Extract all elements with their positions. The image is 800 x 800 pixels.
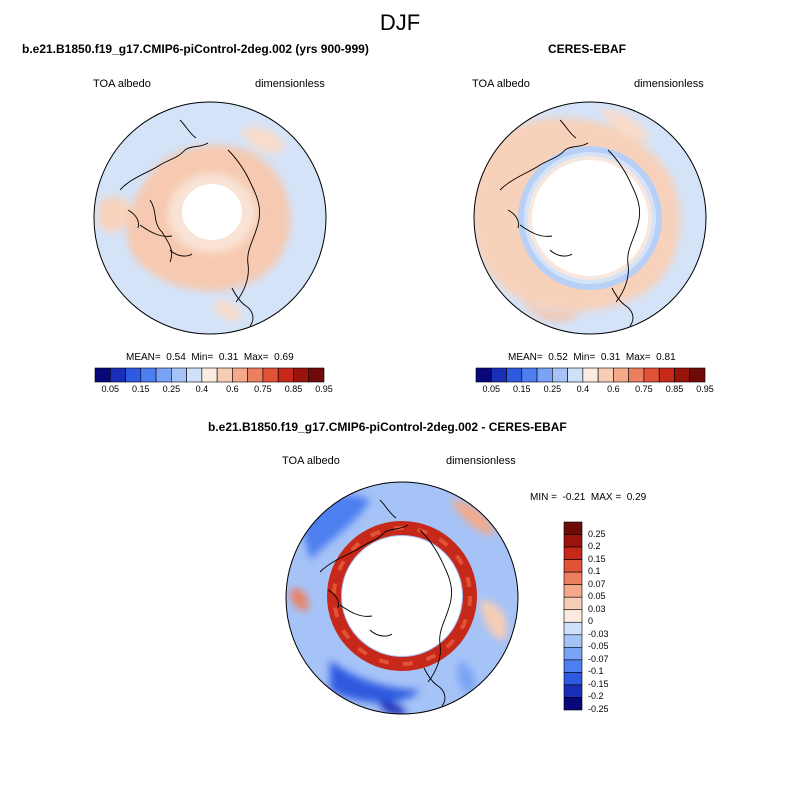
colorbar-tick-label: 0.25: [543, 384, 562, 394]
colorbar-tick-label: 0.15: [513, 384, 531, 394]
colorbar-swatch: [563, 521, 583, 535]
colorbar-swatch: [643, 367, 660, 383]
colorbar-swatch: [536, 367, 553, 383]
colorbar-swatch: [689, 367, 706, 383]
season-title: DJF: [379, 10, 421, 35]
colorbar-tick-label: 0.25: [162, 384, 181, 394]
colorbar-tick-label: 0.6: [226, 384, 239, 394]
colorbar-swatch: [597, 367, 614, 383]
colorbar-swatch: [563, 672, 583, 686]
colorbar-tick-label: 0.1: [588, 566, 601, 577]
colorbar-swatch: [125, 367, 142, 383]
colorbar-tick-label: 0.85: [284, 384, 303, 394]
colorbar-swatch: [563, 634, 583, 648]
colorbar-swatch: [563, 621, 583, 636]
colorbar-swatch: [109, 367, 126, 383]
colorbar-swatch: [674, 367, 691, 383]
colorbar-swatch: [563, 534, 583, 548]
colorbar-tick-label: 0.95: [696, 384, 714, 394]
colorbar-swatch: [247, 367, 264, 383]
colorbar-tick-label: 0.05: [101, 384, 120, 394]
colorbar-tick-label: -0.05: [588, 641, 609, 652]
colorbar-swatch: [563, 659, 583, 673]
colorbar-tick-label: 0.07: [588, 578, 606, 589]
colorbar-tick-label: -0.25: [588, 704, 609, 714]
colorbar-swatch: [563, 697, 583, 711]
diff-stats: MIN = -0.21 MAX = 0.29: [530, 492, 647, 503]
colorbar-tick-label: 0.15: [132, 384, 150, 394]
obs-units-label: dimensionless: [634, 78, 704, 90]
colorbar-swatch: [521, 367, 538, 383]
colorbar-swatch: [155, 367, 172, 383]
colorbar-swatch: [171, 367, 187, 383]
colorbar-tick-label: 0.15: [588, 553, 606, 564]
colorbar-tick-label: -0.2: [588, 691, 604, 702]
colorbar-swatch: [563, 546, 583, 560]
colorbar-tick-label: -0.15: [588, 678, 609, 689]
colorbar-tick-label: -0.07: [588, 653, 609, 664]
model-panel-title: b.e21.B1850.f19_g17.CMIP6-piControl-2deg…: [22, 42, 369, 56]
colorbar-tick-label: 0.95: [315, 384, 333, 394]
colorbar-swatch: [262, 367, 279, 383]
colorbar-tick-label: -0.03: [588, 628, 609, 639]
colorbar-swatch: [475, 367, 492, 383]
colorbar-swatch: [94, 367, 111, 383]
colorbar-swatch: [563, 684, 583, 698]
colorbar-tick-label: 0.2: [588, 541, 601, 552]
diff-variable-label: TOA albedo: [282, 455, 340, 467]
colorbar-swatch: [613, 367, 629, 383]
colorbar-swatch: [567, 367, 584, 383]
colorbar-swatch: [232, 367, 248, 383]
colorbar-swatch: [293, 367, 310, 383]
colorbar-swatch: [186, 367, 203, 383]
colorbar-tick-label: 0.05: [482, 384, 501, 394]
colorbar-swatch: [563, 609, 583, 623]
model-stats: MEAN= 0.54 Min= 0.31 Max= 0.69: [126, 352, 294, 363]
diff-panel-title: b.e21.B1850.f19_g17.CMIP6-piControl-2deg…: [208, 420, 567, 434]
model-variable-label: TOA albedo: [93, 78, 151, 90]
difference-map: [285, 481, 519, 715]
colorbar-swatch: [628, 367, 645, 383]
colorbar-swatch: [582, 367, 599, 383]
colorbar-swatch: [552, 367, 568, 383]
model-colorbar: [94, 367, 325, 383]
colorbar-swatch: [277, 367, 294, 383]
obs-colorbar: [475, 367, 706, 383]
colorbar-tick-label: 0.03: [588, 603, 606, 614]
colorbar-tick-label: 0.4: [576, 384, 590, 394]
model-units-label: dimensionless: [255, 78, 325, 90]
colorbar-swatch: [658, 367, 675, 383]
colorbar-tick-label: 0.85: [665, 384, 684, 394]
colorbar-swatch: [563, 647, 583, 661]
diff-colorbar: [563, 521, 583, 711]
colorbar-swatch: [506, 367, 523, 383]
colorbar-swatch: [490, 367, 507, 383]
colorbar-swatch: [216, 367, 233, 383]
model-albedo-map: [93, 101, 327, 335]
colorbar-tick-label: 0.05: [588, 591, 606, 602]
colorbar-swatch: [563, 596, 583, 611]
obs-stats: MEAN= 0.52 Min= 0.31 Max= 0.81: [508, 352, 676, 363]
colorbar-tick-label: 0: [588, 616, 594, 627]
diff-units-label: dimensionless: [446, 455, 516, 467]
obs-albedo-map: [473, 101, 707, 335]
colorbar-tick-label: 0.6: [607, 384, 620, 394]
colorbar-swatch: [563, 584, 583, 598]
colorbar-tick-label: 0.75: [254, 384, 272, 394]
colorbar-swatch: [201, 367, 218, 383]
colorbar-swatch: [563, 559, 583, 573]
colorbar-tick-label: 0.75: [635, 384, 653, 394]
colorbar-tick-label: 0.25: [588, 528, 606, 539]
obs-variable-label: TOA albedo: [472, 78, 530, 90]
colorbar-swatch: [563, 571, 583, 585]
colorbar-swatch: [140, 367, 157, 383]
obs-panel-title: CERES-EBAF: [548, 42, 627, 56]
colorbar-swatch: [308, 367, 325, 383]
colorbar-tick-label: -0.1: [588, 666, 604, 677]
colorbar-tick-label: 0.4: [195, 384, 209, 394]
